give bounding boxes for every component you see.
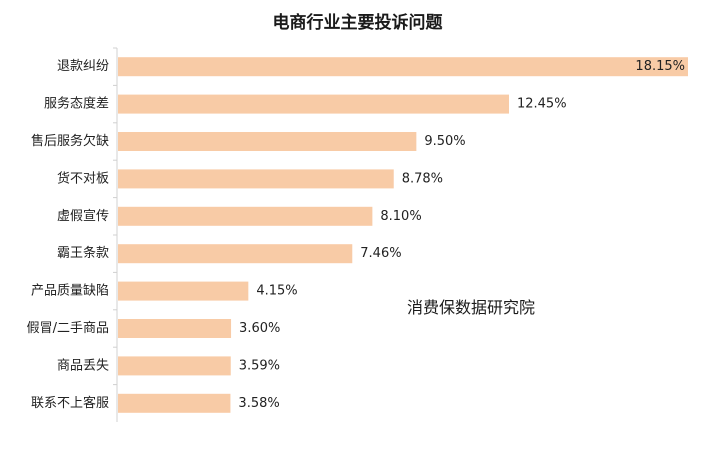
data-label: 4.15% bbox=[256, 284, 297, 299]
category-label: 联系不上客服 bbox=[31, 395, 109, 411]
data-label: 8.78% bbox=[402, 171, 443, 186]
data-label: 3.58% bbox=[238, 396, 279, 411]
bar bbox=[118, 94, 509, 114]
data-label: 3.60% bbox=[239, 321, 280, 336]
category-label: 虚假宣传 bbox=[57, 208, 109, 224]
bar bbox=[118, 244, 353, 264]
data-label: 3.59% bbox=[239, 358, 280, 373]
data-label: 12.45% bbox=[517, 97, 567, 112]
category-label: 产品质量缺陷 bbox=[31, 284, 109, 299]
source-watermark: 消费保数据研究院 bbox=[407, 298, 536, 317]
bar bbox=[118, 169, 394, 189]
bar bbox=[118, 393, 231, 413]
category-label: 商品丢失 bbox=[57, 358, 109, 373]
data-label: 9.50% bbox=[424, 134, 465, 149]
data-label: 18.15% bbox=[635, 59, 685, 74]
category-label: 服务态度差 bbox=[44, 96, 109, 112]
category-label: 假冒/二手商品 bbox=[27, 321, 109, 336]
category-label: 霸王条款 bbox=[57, 245, 109, 261]
chart-title: 电商行业主要投诉问题 bbox=[272, 13, 443, 33]
category-label: 货不对板 bbox=[57, 170, 109, 186]
data-label: 7.46% bbox=[360, 246, 401, 261]
bar bbox=[118, 319, 232, 338]
category-label: 售后服务欠缺 bbox=[31, 133, 109, 149]
bar bbox=[118, 281, 249, 301]
bar bbox=[118, 57, 688, 77]
bar bbox=[118, 132, 417, 151]
category-label: 退款纠纷 bbox=[57, 59, 109, 74]
bar bbox=[118, 206, 373, 226]
data-label: 8.10% bbox=[380, 209, 421, 224]
bar bbox=[118, 356, 231, 376]
